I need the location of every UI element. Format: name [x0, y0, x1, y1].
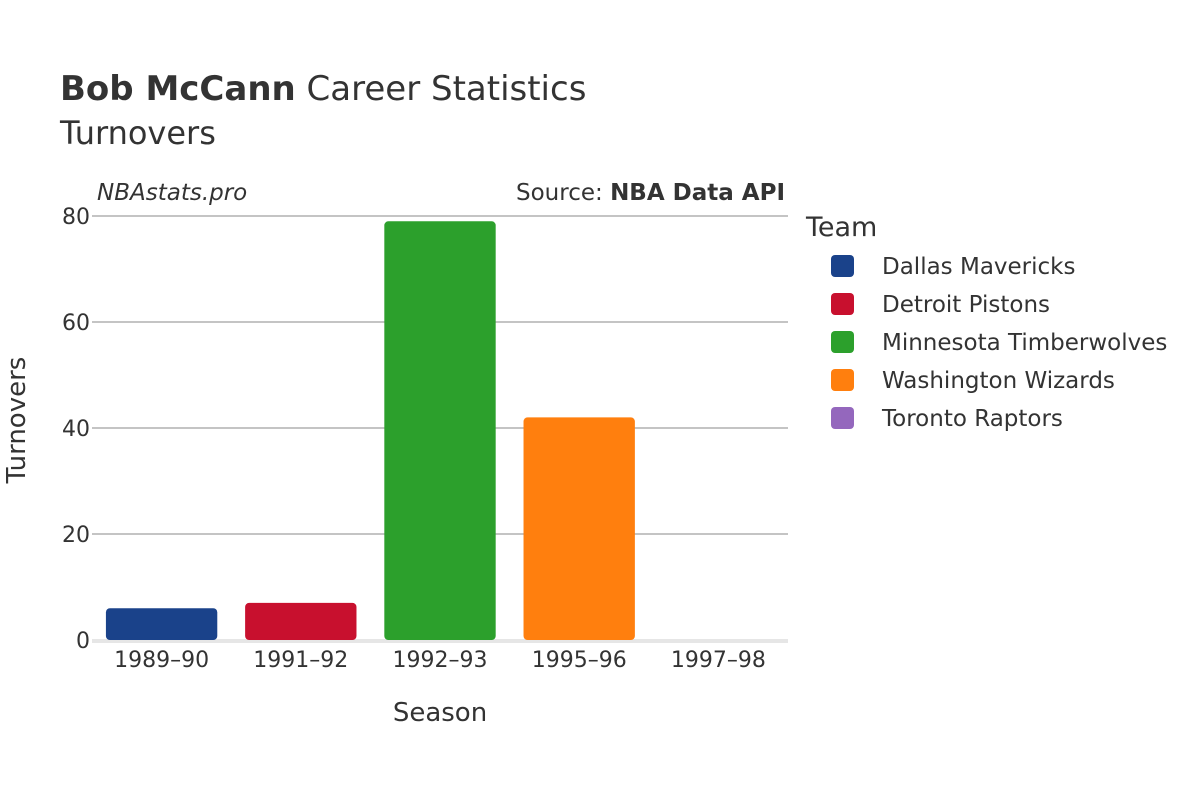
legend-swatch [831, 255, 854, 277]
x-axis-label: Season [393, 698, 487, 728]
watermark: NBAstats.pro [97, 180, 247, 206]
x-tick-label: 1992–93 [393, 648, 488, 673]
x-tick-labels: 1989–90 1991–92 1992–93 1995–96 1997–98 [114, 648, 766, 673]
x-tick-label: 1995–96 [532, 648, 627, 673]
bar-series [105, 221, 635, 641]
y-tick-label: 0 [76, 629, 90, 654]
legend-label: Dallas Mavericks [882, 254, 1075, 280]
x-tick-label: 1997–98 [671, 648, 766, 673]
chart-subtitle: Turnovers [59, 114, 216, 152]
legend-item[interactable]: Washington Wizards [831, 368, 1115, 394]
chart-title: Bob McCann Career Statistics [60, 69, 586, 109]
legend-item[interactable]: Minnesota Timberwolves [831, 330, 1167, 356]
source-name: NBA Data API [610, 180, 785, 206]
bar-1991–92[interactable] [245, 602, 357, 640]
legend-item[interactable]: Dallas Mavericks [831, 254, 1075, 280]
legend-swatch [831, 331, 854, 353]
legend-swatch [831, 369, 854, 391]
y-tick-label: 20 [62, 523, 90, 548]
legend-label: Washington Wizards [882, 368, 1115, 394]
y-tick-label: 40 [62, 417, 90, 442]
legend-swatch [831, 293, 854, 315]
chart-title-rest: Career Statistics [296, 69, 587, 109]
y-tick-label: 60 [62, 311, 90, 336]
source-label: Source: NBA Data API [516, 180, 785, 206]
source-prefix: Source: [516, 180, 610, 206]
legend: Dallas Mavericks Detroit Pistons Minnesota… [831, 254, 1167, 432]
y-axis-label: Turnovers [2, 357, 32, 485]
legend-title: Team [805, 212, 877, 243]
legend-label: Toronto Raptors [881, 406, 1063, 432]
legend-label: Minnesota Timberwolves [882, 330, 1167, 356]
legend-item[interactable]: Toronto Raptors [831, 406, 1063, 432]
bar-1989–90[interactable] [105, 608, 218, 640]
x-tick-label: 1989–90 [114, 648, 209, 673]
chart-title-player: Bob McCann [60, 69, 296, 109]
legend-swatch [831, 407, 854, 429]
y-tick-label: 80 [62, 205, 90, 230]
bar-1992–93[interactable] [384, 221, 496, 641]
legend-item[interactable]: Detroit Pistons [831, 292, 1050, 318]
x-tick-label: 1991–92 [253, 648, 348, 673]
bar-1995–96[interactable] [523, 417, 635, 640]
y-tick-labels: 0 20 40 60 80 [62, 205, 90, 654]
legend-label: Detroit Pistons [882, 292, 1050, 318]
